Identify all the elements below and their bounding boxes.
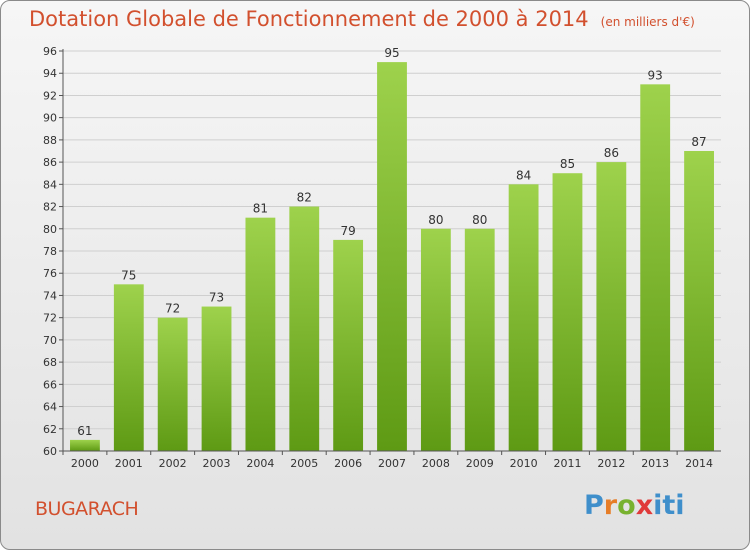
y-tick-label: 64 [43, 401, 57, 414]
axes [62, 49, 721, 452]
x-tick-label: 2000 [71, 457, 99, 470]
x-tick-label: 2006 [334, 457, 362, 470]
y-tick-label: 84 [43, 178, 57, 191]
x-tick-label: 2008 [422, 457, 450, 470]
x-tick-label: 2001 [115, 457, 143, 470]
bar-value-label: 72 [165, 302, 180, 316]
logo-letter: r [603, 490, 618, 521]
y-tick-label: 78 [43, 245, 57, 258]
x-tick-label: 2011 [553, 457, 581, 470]
bar-value-label: 93 [648, 68, 663, 82]
logo-letter: iti [653, 490, 685, 521]
bar[interactable] [377, 62, 407, 451]
bar-value-label: 75 [121, 268, 136, 282]
x-tick-label: 2003 [203, 457, 231, 470]
bar[interactable] [596, 162, 627, 451]
bar-value-label: 86 [604, 146, 619, 160]
bar-value-label: 81 [253, 202, 268, 216]
x-tick-label: 2005 [290, 457, 318, 470]
bar[interactable] [464, 228, 495, 451]
x-axis-ticks: 2000 2001 2002 2003 2004 2005 2006 2007 2008 2009… [62, 451, 713, 470]
y-tick-label: 86 [43, 156, 57, 169]
y-tick-label: 60 [43, 445, 57, 458]
bar-value-label: 61 [77, 424, 92, 438]
y-tick-label: 80 [43, 223, 57, 236]
y-tick-label: 96 [43, 45, 57, 58]
bar[interactable] [508, 184, 539, 452]
y-tick-label: 94 [43, 67, 57, 80]
bar-value-label: 95 [384, 46, 399, 60]
x-tick-label: 2007 [378, 457, 406, 470]
bar-value-label: 80 [472, 213, 487, 227]
bar[interactable] [684, 151, 714, 451]
y-tick-label: 90 [43, 112, 57, 125]
bar[interactable] [70, 439, 100, 451]
y-tick-label: 92 [43, 89, 57, 102]
y-tick-label: 76 [43, 267, 57, 280]
logo-letter: x [635, 490, 654, 521]
logo-letter: o [617, 490, 636, 521]
bar[interactable] [201, 306, 232, 451]
y-axis-ticks: 60 62 64 66 68 70 72 74 76 78 80 82 84 86 88 90 92 94 96 [43, 45, 63, 458]
x-tick-label: 2013 [641, 457, 669, 470]
y-tick-label: 72 [43, 312, 57, 325]
bar[interactable] [289, 206, 320, 451]
bars [70, 62, 714, 452]
x-tick-label: 2014 [685, 457, 713, 470]
x-tick-label: 2002 [159, 457, 187, 470]
commune-name: BUGARACH [35, 498, 139, 520]
y-tick-label: 66 [43, 378, 57, 391]
bar[interactable] [420, 228, 451, 451]
x-tick-label: 2010 [510, 457, 538, 470]
bar[interactable] [552, 173, 583, 451]
bar-value-label: 84 [516, 168, 531, 182]
bar-value-label: 79 [340, 224, 355, 238]
bar[interactable] [333, 239, 364, 451]
chart-title: Dotation Globale de Fonctionnement de 20… [29, 7, 695, 31]
bar-value-label: 80 [428, 213, 443, 227]
bar[interactable] [113, 284, 144, 451]
logo-letter: P [584, 490, 604, 521]
y-tick-label: 62 [43, 423, 57, 436]
bar[interactable] [640, 84, 671, 451]
x-tick-label: 2012 [597, 457, 625, 470]
bar-value-label: 73 [209, 291, 224, 305]
value-labels: 61 75 72 73 81 82 79 95 80 80 84 85 86 93 87 [77, 46, 706, 438]
bar-value-label: 87 [691, 135, 706, 149]
x-tick-label: 2009 [466, 457, 494, 470]
bar[interactable] [157, 317, 188, 451]
proxiti-logo[interactable]: Proxiti [584, 490, 685, 521]
y-tick-label: 88 [43, 134, 57, 147]
chart-title-text: Dotation Globale de Fonctionnement de 20… [29, 7, 589, 31]
y-tick-label: 68 [43, 356, 57, 369]
chart-subtitle: (en milliers d'€) [600, 15, 695, 29]
y-tick-label: 74 [43, 289, 57, 302]
x-tick-label: 2004 [246, 457, 274, 470]
y-tick-label: 82 [43, 201, 57, 214]
bar[interactable] [245, 217, 276, 451]
bar-value-label: 82 [297, 191, 312, 205]
y-tick-label: 70 [43, 334, 57, 347]
bar-value-label: 85 [560, 157, 575, 171]
